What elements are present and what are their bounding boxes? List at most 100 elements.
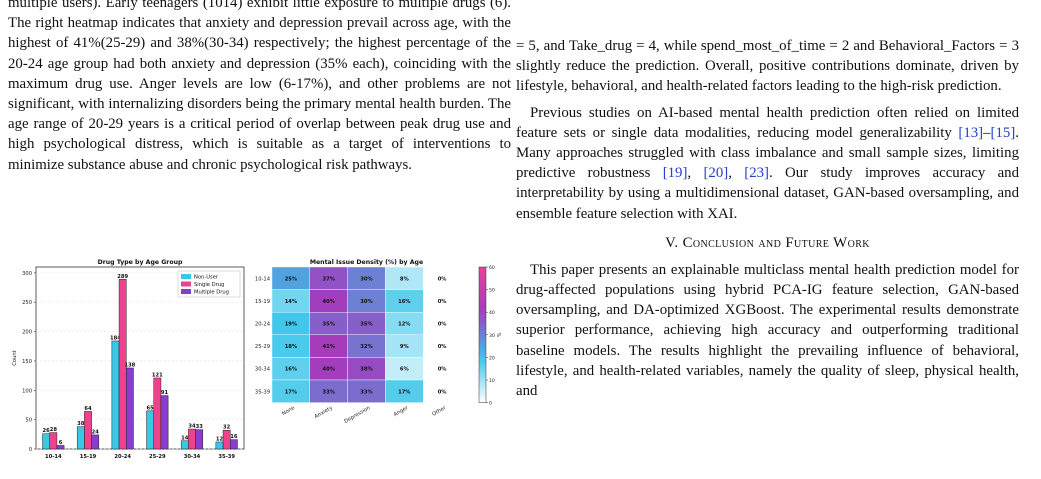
legend-swatch (181, 281, 191, 287)
bar-value-label: 64 (84, 406, 92, 412)
left-paragraph: multiple users). Early teenagers (1014) … (8, 0, 511, 173)
row-label: 35-39 (255, 389, 270, 395)
bar-value-label: 6 (59, 440, 63, 446)
bar-value-label: 34 (188, 424, 196, 430)
cell-value-label: 30% (360, 299, 373, 305)
colorbar-tick-label: 10 (489, 378, 495, 384)
heatmap-figure: Mental Issue Density (%) by Age 10-14 25% 3… (250, 257, 504, 475)
y-tick-label: 50 (25, 418, 32, 424)
cell-value-label: 40% (322, 299, 335, 305)
legend-label: Single Drug (194, 282, 224, 288)
column-label: None (281, 405, 296, 417)
cell-value-label: 35% (322, 322, 335, 328)
cell-value-label: 8% (400, 276, 410, 282)
colorbar-tick-label: 40 (489, 310, 495, 316)
cell-value-label: 18% (285, 344, 298, 350)
colorbar-label: % (495, 333, 501, 338)
cell-value-label: 0% (438, 367, 448, 373)
bar-value-label: 14 (181, 435, 189, 441)
column-label: Anxiety (314, 405, 334, 420)
right-text-block: = 5, and Take_drug = 4, while spend_most… (516, 36, 1019, 401)
row-label: 25-29 (255, 344, 270, 350)
colorbar-tick-label: 30 (489, 333, 495, 339)
bar (180, 440, 189, 450)
x-tick-label: 30-34 (184, 454, 201, 460)
section-heading: V. Conclusion and Future Work (516, 235, 1019, 252)
heatmap-cell (422, 379, 462, 403)
bar (126, 367, 134, 450)
cell-value-label: 25% (285, 276, 298, 282)
bar (84, 411, 92, 450)
cell-value-label: 41% (322, 344, 335, 350)
bar-chart: 0 50 100 150 200 250 300 Drug Type by Age Group… (12, 259, 245, 460)
cell-value-label: 30% (360, 276, 373, 282)
bar (188, 428, 196, 450)
x-tick-label: 10-14 (45, 454, 62, 460)
cell-value-label: 9% (400, 344, 410, 350)
bar (49, 432, 58, 450)
x-tick-label: 35-39 (218, 454, 235, 460)
cell-value-label: 6% (400, 367, 410, 373)
cell-value-label: 40% (322, 367, 335, 373)
cell-value-label: 16% (398, 299, 411, 305)
p2-text-6: . Our study improves accuracy and interp… (516, 165, 1020, 222)
bar-value-label: 65 (147, 405, 155, 411)
cell-value-label: 32% (360, 344, 373, 350)
bar (76, 426, 85, 450)
cell-value-label: 33% (360, 389, 373, 395)
p2-text-5: , (728, 165, 745, 182)
plot-area (35, 266, 245, 450)
cell-value-label: 17% (398, 389, 411, 395)
cell-value-label: 14% (285, 299, 298, 305)
legend-label: Multiple Drug (194, 290, 229, 296)
row-label: 10-14 (255, 276, 271, 282)
cell-value-label: 0% (438, 276, 448, 282)
citation-link[interactable]: [23] (744, 165, 769, 182)
cell-value-label: 38% (360, 367, 373, 373)
p2-text-2: – (983, 124, 991, 141)
cell-value-label: 12% (398, 322, 411, 328)
y-tick-label: 200 (22, 330, 32, 336)
right-paragraph-1: = 5, and Take_drug = 4, while spend_most… (516, 38, 1019, 95)
right-paragraph-3: This paper presents an explainable multi… (516, 261, 1019, 400)
bar (91, 434, 100, 450)
y-tick-label: 0 (29, 447, 32, 453)
colorbar-tick-label: 60 (489, 265, 495, 271)
row-label: 30-34 (255, 367, 271, 373)
citation-link[interactable]: [20] (703, 165, 729, 182)
x-tick-label: 25-29 (149, 454, 166, 460)
bar-value-label: 138 (124, 362, 135, 368)
bar-value-label: 26 (43, 428, 51, 434)
citation-link[interactable]: [13] (958, 124, 984, 141)
section-title: Conclusion and Future Work (682, 234, 870, 251)
cell-value-label: 37% (322, 276, 335, 282)
legend-swatch (181, 289, 191, 294)
bar-value-label: 91 (161, 390, 169, 396)
y-tick-label: 300 (22, 271, 32, 277)
bar (215, 441, 224, 450)
column-label: Other (431, 405, 448, 418)
section-number: V. (665, 234, 679, 251)
citation-link[interactable]: [15] (990, 124, 1016, 141)
bar-value-label: 38 (77, 421, 85, 427)
bar-value-label: 24 (92, 429, 100, 435)
p2-text-4: , (687, 165, 704, 182)
bar (222, 429, 231, 450)
colorbar-tick-label: 20 (489, 355, 495, 361)
cell-value-label: 0% (438, 299, 448, 305)
cell-value-label: 0% (438, 344, 448, 350)
bar (56, 445, 65, 450)
legend-label: Non-User (194, 275, 219, 281)
bar-value-label: 32 (223, 425, 231, 431)
x-tick-label: 20-24 (114, 454, 131, 460)
row-label: 15-19 (255, 299, 270, 305)
y-tick-label: 100 (22, 388, 32, 394)
cell-value-label: 17% (285, 389, 298, 395)
cell-value-label: 33% (322, 389, 335, 395)
chart-title: Mental Issue Density (%) by Age (310, 259, 423, 266)
citation-link[interactable]: [19] (662, 165, 688, 182)
colorbar (478, 266, 487, 403)
p2-text-1: Previous studies on AI-based mental heal… (516, 104, 1019, 141)
cell-value-label: 0% (438, 389, 448, 395)
bar-value-label: 289 (117, 274, 128, 280)
